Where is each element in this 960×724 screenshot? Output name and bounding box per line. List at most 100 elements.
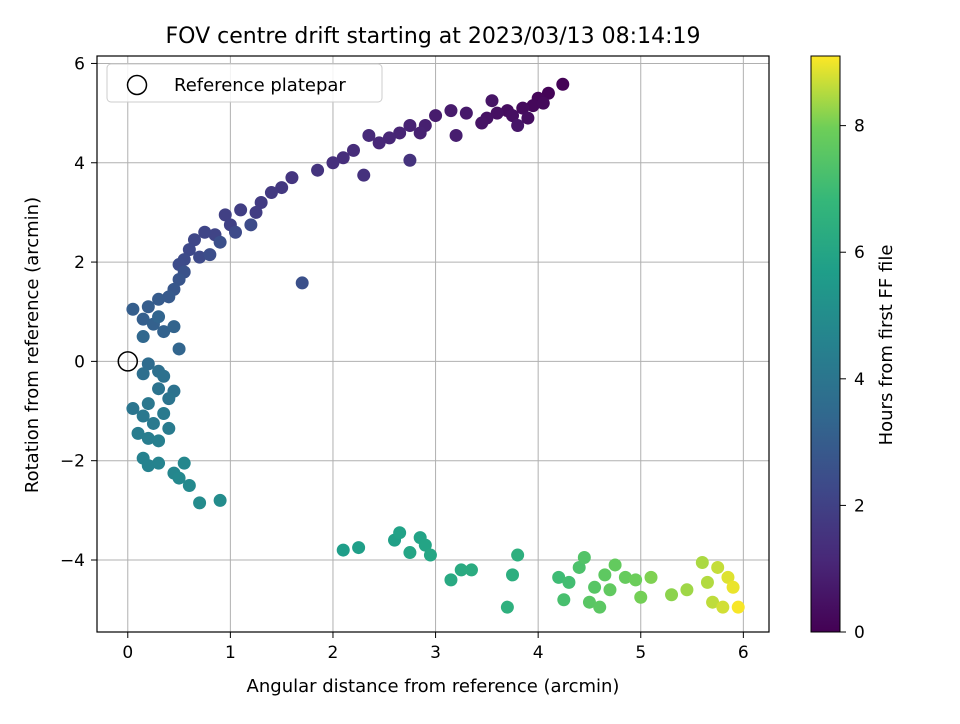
data-point [429,109,443,123]
data-point [557,593,571,607]
data-point [336,151,350,165]
data-point [577,551,591,565]
data-point [618,570,632,584]
data-point [218,208,232,222]
data-point [629,573,643,587]
data-point [346,143,360,157]
data-point [541,86,555,100]
data-point [598,568,612,582]
data-point [731,600,745,614]
data-point [413,126,427,140]
data-point [403,546,417,560]
data-point [141,431,155,445]
data-point [136,330,150,344]
y-tick-label: −2 [60,452,85,472]
data-point [234,203,248,217]
data-point [152,310,166,324]
data-point [162,421,176,435]
data-point [131,426,145,440]
data-point [475,116,489,130]
data-point [588,580,602,594]
data-point [336,543,350,557]
data-point [552,570,566,584]
data-point [382,131,396,145]
data-point [490,106,504,120]
data-point [444,104,458,118]
x-tick-label: 1 [225,643,236,663]
data-point [536,96,550,110]
data-point [157,325,171,339]
x-tick-label: 4 [533,643,544,663]
data-point [157,369,171,383]
legend: Reference platepar [106,63,383,103]
data-point [136,367,150,381]
y-tick-label: 2 [74,253,85,273]
data-point [229,225,243,239]
colorbar-tick-label: 0 [854,623,865,643]
data-point [141,357,155,371]
data-point [500,600,514,614]
data-point [516,101,530,115]
x-axis-ticks: 0 1 2 3 4 5 6 [122,632,749,663]
data-point [459,106,473,120]
data-point [572,560,586,574]
data-point [187,233,201,247]
data-point [295,276,309,290]
data-point [511,119,525,133]
data-point [352,541,366,555]
data-point [695,555,709,569]
x-axis-label: Angular distance from reference (arcmin) [247,676,620,697]
data-point [556,77,570,91]
colorbar-tick-label: 4 [854,370,865,390]
data-point [485,94,499,108]
data-point [126,302,140,316]
data-points [117,77,745,614]
data-point [506,568,520,582]
y-axis-ticks: −4 −2 0 2 4 6 [60,54,97,571]
legend-marker [126,74,148,96]
data-point [157,407,171,421]
data-point [593,600,607,614]
x-tick-label: 6 [738,643,749,663]
colorbar-label: Hours from first FF file [876,245,897,446]
data-point [726,580,740,594]
y-axis-label: Rotation from reference (arcmin) [22,197,43,493]
data-point [454,563,468,577]
data-point [162,392,176,406]
data-point [177,456,191,470]
data-point [162,290,176,304]
data-point [362,128,376,142]
data-point [136,312,150,326]
data-point [716,600,730,614]
data-point [285,171,299,185]
data-point [603,583,617,597]
data-point [511,548,525,562]
data-point [254,195,268,209]
colorbar-tick-label: 8 [854,117,865,137]
data-point [141,300,155,314]
data-point [326,156,340,170]
data-point [275,181,289,195]
data-point [393,526,407,540]
data-point [372,136,386,150]
reference-point-marker [117,351,139,372]
colorbar-tick-label: 2 [854,496,865,516]
data-point [521,111,535,125]
colorbar: 0 2 4 6 8 Hours from first FF file [810,55,897,643]
data-point [464,563,478,577]
data-point [721,570,735,584]
data-point [172,272,186,286]
y-tick-label: 4 [74,154,85,174]
legend-label: Reference platepar [174,75,346,96]
chart-title: FOV centre drift starting at 2023/03/13 … [166,24,701,49]
data-point [193,250,207,264]
data-point [357,168,371,182]
data-point [141,397,155,411]
data-point [418,538,432,552]
data-point [311,163,325,177]
data-point [213,493,227,507]
data-point [136,409,150,423]
data-point [680,583,694,597]
